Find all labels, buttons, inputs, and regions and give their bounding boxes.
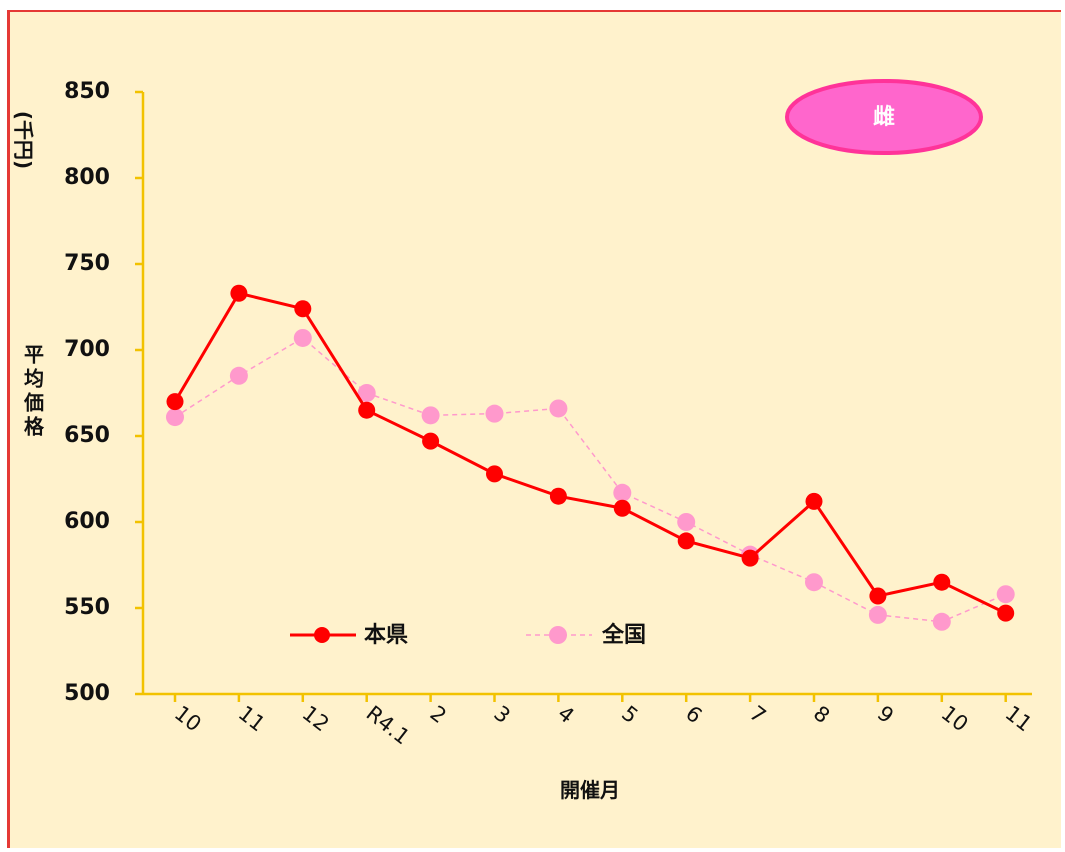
x-tick-label: 3 bbox=[489, 701, 514, 728]
legend-item-series-1: 本県 bbox=[290, 623, 408, 648]
series-layer bbox=[166, 284, 1015, 631]
legend-label-series-1: 本県 bbox=[364, 623, 408, 648]
series-1-point bbox=[358, 401, 376, 419]
series-1-point bbox=[230, 284, 248, 302]
x-tick-label: 12 bbox=[298, 701, 334, 736]
series-1-line bbox=[173, 291, 1007, 615]
series-2-point bbox=[229, 366, 248, 385]
series-1-point bbox=[166, 393, 184, 411]
series-2-point bbox=[677, 513, 696, 531]
y-tick-label: 500 bbox=[64, 681, 110, 706]
series-1-point bbox=[997, 604, 1015, 622]
x-tick-label: 10 bbox=[937, 701, 973, 736]
legend-label-series-2: 全国 bbox=[601, 622, 646, 648]
x-tick-label: 6 bbox=[681, 701, 706, 728]
y-axis-title-char: 格 bbox=[24, 415, 45, 439]
series-1-point bbox=[741, 549, 759, 567]
x-tick-label: 10 bbox=[170, 701, 206, 736]
sex-badge: 雌 bbox=[785, 79, 983, 155]
series-2-point bbox=[293, 328, 312, 347]
legend: 本県 全国 bbox=[290, 622, 646, 648]
series-1 bbox=[166, 284, 1015, 622]
x-axis-title: 開催月 bbox=[560, 778, 620, 802]
x-axis-ticks: 10 11 12 R4.1 2 3 4 5 6 7 8 9 10 11 bbox=[170, 694, 1037, 749]
series-2-point bbox=[166, 408, 184, 427]
series-1-point bbox=[422, 432, 440, 450]
x-tick-label: 7 bbox=[745, 701, 770, 728]
x-tick-label: R4.1 bbox=[362, 701, 415, 749]
y-axis-title-char: 価 bbox=[23, 391, 44, 415]
series-2-point bbox=[932, 612, 951, 631]
series-2-point bbox=[549, 399, 568, 418]
series-1-point bbox=[486, 465, 503, 483]
x-tick-label: 11 bbox=[234, 701, 270, 736]
series-1-point bbox=[613, 499, 631, 517]
series-2-point bbox=[421, 406, 440, 425]
y-axis-title-char: 平 bbox=[24, 343, 44, 367]
y-tick-label: 850 bbox=[64, 79, 110, 104]
y-tick-label: 700 bbox=[64, 337, 110, 362]
series-2-point bbox=[868, 605, 887, 624]
x-tick-label: 4 bbox=[553, 701, 578, 728]
series-1-point bbox=[677, 532, 695, 550]
x-tick-label: 9 bbox=[873, 701, 898, 728]
series-1-point bbox=[869, 587, 887, 605]
y-axis-unit: (千円) bbox=[12, 111, 36, 169]
x-tick-label: 11 bbox=[1001, 701, 1037, 736]
series-2-line bbox=[174, 337, 1006, 623]
y-tick-label: 600 bbox=[64, 509, 110, 534]
y-axis-title-char: 均 bbox=[24, 367, 44, 391]
badge-text: 雌 bbox=[873, 104, 895, 130]
series-2-point bbox=[996, 585, 1015, 604]
series-2-point bbox=[805, 573, 823, 592]
x-tick-label: 8 bbox=[809, 701, 834, 728]
series-1-point bbox=[933, 573, 951, 591]
series-1-point bbox=[549, 487, 567, 505]
series-1-point bbox=[294, 300, 312, 318]
series-2-point bbox=[485, 404, 504, 423]
y-tick-label: 750 bbox=[64, 251, 110, 276]
legend-item-series-2: 全国 bbox=[526, 622, 646, 648]
y-axis-ticks: 500 550 600 650 700 750 800 850 bbox=[64, 79, 143, 706]
series-2 bbox=[166, 328, 1015, 631]
series-2-point bbox=[357, 384, 376, 402]
y-tick-label: 550 bbox=[64, 595, 110, 620]
series-2-point bbox=[613, 483, 632, 502]
x-tick-label: 5 bbox=[617, 701, 642, 728]
y-tick-label: 800 bbox=[64, 165, 110, 190]
series-1-point bbox=[805, 492, 823, 510]
x-tick-label: 2 bbox=[426, 701, 451, 728]
y-tick-label: 650 bbox=[64, 423, 110, 448]
